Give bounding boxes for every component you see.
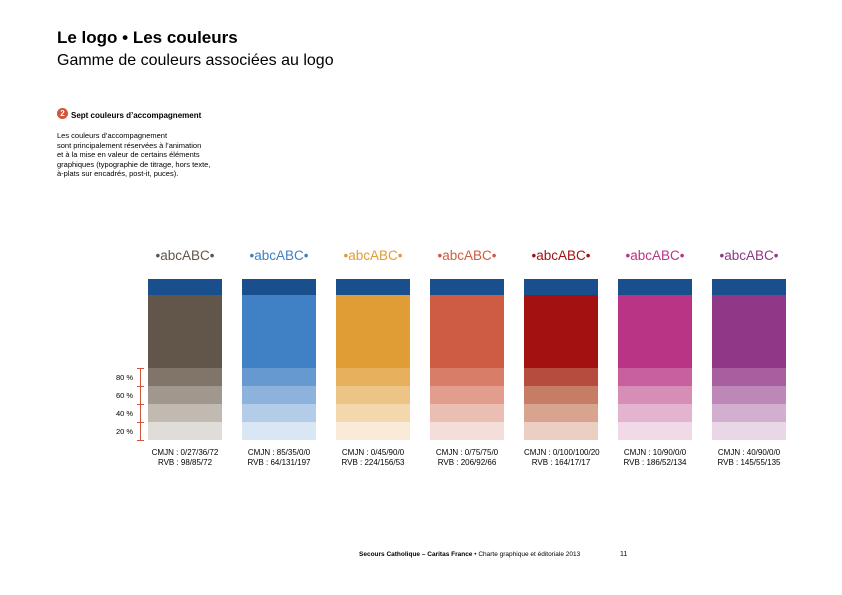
tint-label-20: 20 % [116,427,134,436]
logo-blue-band [336,279,410,295]
rvb-value: RVB : 224/156/53 [341,458,405,467]
color-swatch-blue: •abcABC• CMJN : 85/35/0/0 RVB : 64/131/1… [242,247,316,468]
tint-40 [524,404,598,422]
tint-60 [242,386,316,404]
main-color-block [336,295,410,368]
tint-60 [524,386,598,404]
main-color-block [148,295,222,368]
main-color-block [618,295,692,368]
text-sample: •abcABC• [531,248,591,263]
color-swatch-magenta: •abcABC• CMJN : 10/90/0/0 RVB : 186/52/1… [618,247,692,468]
tint-40 [618,404,692,422]
section-body-line: à-plats sur encadrés, post-it, puces). [57,169,179,178]
page-subtitle: Gamme de couleurs associées au logo [57,52,334,69]
main-color-block [242,295,316,368]
tint-80 [336,368,410,386]
tint-40 [712,404,786,422]
tint-20 [430,422,504,440]
section-body: Les couleurs d’accompagnement sont princ… [57,131,257,179]
text-sample: •abcABC• [625,248,685,263]
tint-20 [242,422,316,440]
footer-doc-title: • Charte graphique et éditoriale 2013 [472,551,581,558]
tint-scale-tick [137,404,144,405]
tint-label-80: 80 % [116,373,134,382]
cmjn-value: CMJN : 10/90/0/0 [623,448,687,457]
tint-40 [336,404,410,422]
tint-60 [430,386,504,404]
tint-80 [430,368,504,386]
main-color-block [430,295,504,368]
cmjn-value: CMJN : 0/75/75/0 [435,448,499,457]
cmjn-value: CMJN : 0/100/100/20 [524,448,600,457]
text-sample: •abcABC• [343,248,403,263]
color-swatch-purple: •abcABC• CMJN : 40/90/0/0 RVB : 145/55/1… [712,247,786,468]
tint-40 [430,404,504,422]
logo-blue-band [618,279,692,295]
color-swatch-red: •abcABC• CMJN : 0/100/100/20 RVB : 164/1… [524,247,600,468]
cmjn-value: CMJN : 0/45/90/0 [341,448,405,457]
logo-blue-band [524,279,598,295]
text-sample: •abcABC• [719,248,779,263]
section-body-line: et à la mise en valeur de certains éléme… [57,150,200,159]
tint-scale-tick [137,386,144,387]
section-body-line: sont principalement réservées à l’animat… [57,140,202,150]
main-color-block [712,295,786,368]
color-swatch-brown: •abcABC• CMJN : 0/27/36/72 RVB : 98/85/7… [148,247,222,468]
section-title: Sept couleurs d’accompagnement [71,111,202,120]
logo-blue-band [430,279,504,295]
tint-20 [336,422,410,440]
rvb-value: RVB : 186/52/134 [623,458,687,467]
logo-blue-band [242,279,316,295]
cmjn-value: CMJN : 85/35/0/0 [247,448,311,457]
logo-blue-band [148,279,222,295]
page-number: 11 [620,551,628,558]
rvb-value: RVB : 64/131/197 [247,458,311,467]
tint-scale-tick [137,368,144,369]
color-swatch-orange: •abcABC• CMJN : 0/45/90/0 RVB : 224/156/… [336,247,410,468]
section-body-line: Les couleurs d’accompagnement [57,131,168,140]
tint-60 [712,386,786,404]
tint-80 [148,368,222,386]
text-sample: •abcABC• [155,248,215,263]
tint-label-60: 60 % [116,391,134,400]
tint-80 [242,368,316,386]
rvb-value: RVB : 164/17/17 [531,458,591,467]
tint-60 [618,386,692,404]
tint-60 [148,386,222,404]
tint-20 [524,422,598,440]
tint-80 [618,368,692,386]
tint-40 [242,404,316,422]
rvb-value: RVB : 206/92/66 [437,458,497,467]
text-sample: •abcABC• [437,248,497,263]
text-sample: •abcABC• [249,248,309,263]
page-title: Le logo • Les couleurs [57,28,238,47]
tint-40 [148,404,222,422]
tint-20 [618,422,692,440]
main-color-block [524,295,598,368]
rvb-value: RVB : 98/85/72 [157,458,213,467]
cmjn-value: CMJN : 0/27/36/72 [151,448,219,457]
tint-scale-tick [137,440,144,441]
tint-80 [712,368,786,386]
logo-blue-band [712,279,786,295]
tint-20 [148,422,222,440]
tint-60 [336,386,410,404]
section-body-line: graphiques (typographie de titrage, hors… [57,159,211,169]
rvb-value: RVB : 145/55/135 [717,458,781,467]
tint-80 [524,368,598,386]
tint-scale-tick [137,422,144,423]
footer-org: Secours Catholique – Caritas France [359,551,473,558]
tint-20 [712,422,786,440]
section-number-badge: 2 [57,108,68,119]
cmjn-value: CMJN : 40/90/0/0 [717,448,781,457]
footer-credit: Secours Catholique – Caritas France • Ch… [359,551,580,558]
tint-label-40: 40 % [116,409,134,418]
color-swatch-coral: •abcABC• CMJN : 0/75/75/0 RVB : 206/92/6… [430,247,504,468]
